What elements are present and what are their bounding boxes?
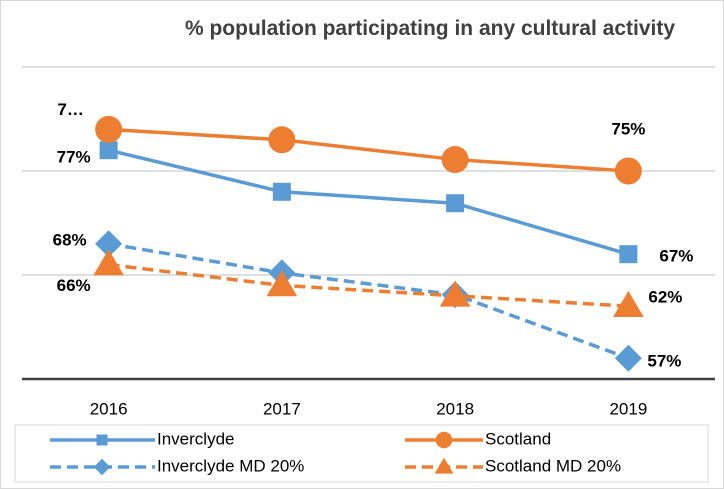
data-point [93, 249, 124, 276]
data-label: 68% [53, 230, 87, 249]
data-label: 7… [57, 100, 83, 119]
series-line [108, 262, 629, 308]
data-point [266, 270, 298, 297]
data-point [268, 126, 296, 154]
data-label: 66% [57, 276, 91, 295]
series-line [108, 148, 629, 256]
legend-label: Inverclyde MD 20% [157, 456, 304, 475]
data-label: 77% [57, 148, 91, 167]
data-label: 62% [648, 288, 682, 307]
data-point [95, 115, 123, 143]
x-tick-label: 2018 [436, 399, 474, 418]
data-label: 75% [611, 119, 645, 138]
data-point [619, 245, 638, 264]
data-label: 67% [659, 247, 693, 266]
legend-marker [96, 434, 108, 446]
legend-label: Scotland MD 20% [485, 456, 621, 475]
data-point [446, 194, 465, 213]
series-line [108, 127, 629, 173]
data-label: 57% [647, 352, 681, 371]
x-tick-label: 2016 [90, 399, 128, 418]
data-point [614, 157, 642, 185]
data-point [614, 344, 642, 372]
legend-box [14, 424, 709, 483]
data-point [99, 141, 118, 160]
legend-marker [434, 457, 454, 474]
x-tick-label: 2017 [263, 399, 301, 418]
x-tick-label: 2019 [609, 399, 647, 418]
data-point [613, 290, 644, 317]
data-point [272, 182, 291, 201]
legend-marker [93, 458, 111, 476]
data-point [439, 280, 471, 307]
data-point [441, 146, 469, 174]
chart-title: % population participating in any cultur… [184, 17, 676, 40]
series-line [108, 242, 629, 360]
legend-marker [435, 431, 453, 449]
legend-label: Scotland [485, 429, 551, 448]
data-point [95, 230, 123, 258]
legend-label: Inverclyde [157, 429, 234, 448]
